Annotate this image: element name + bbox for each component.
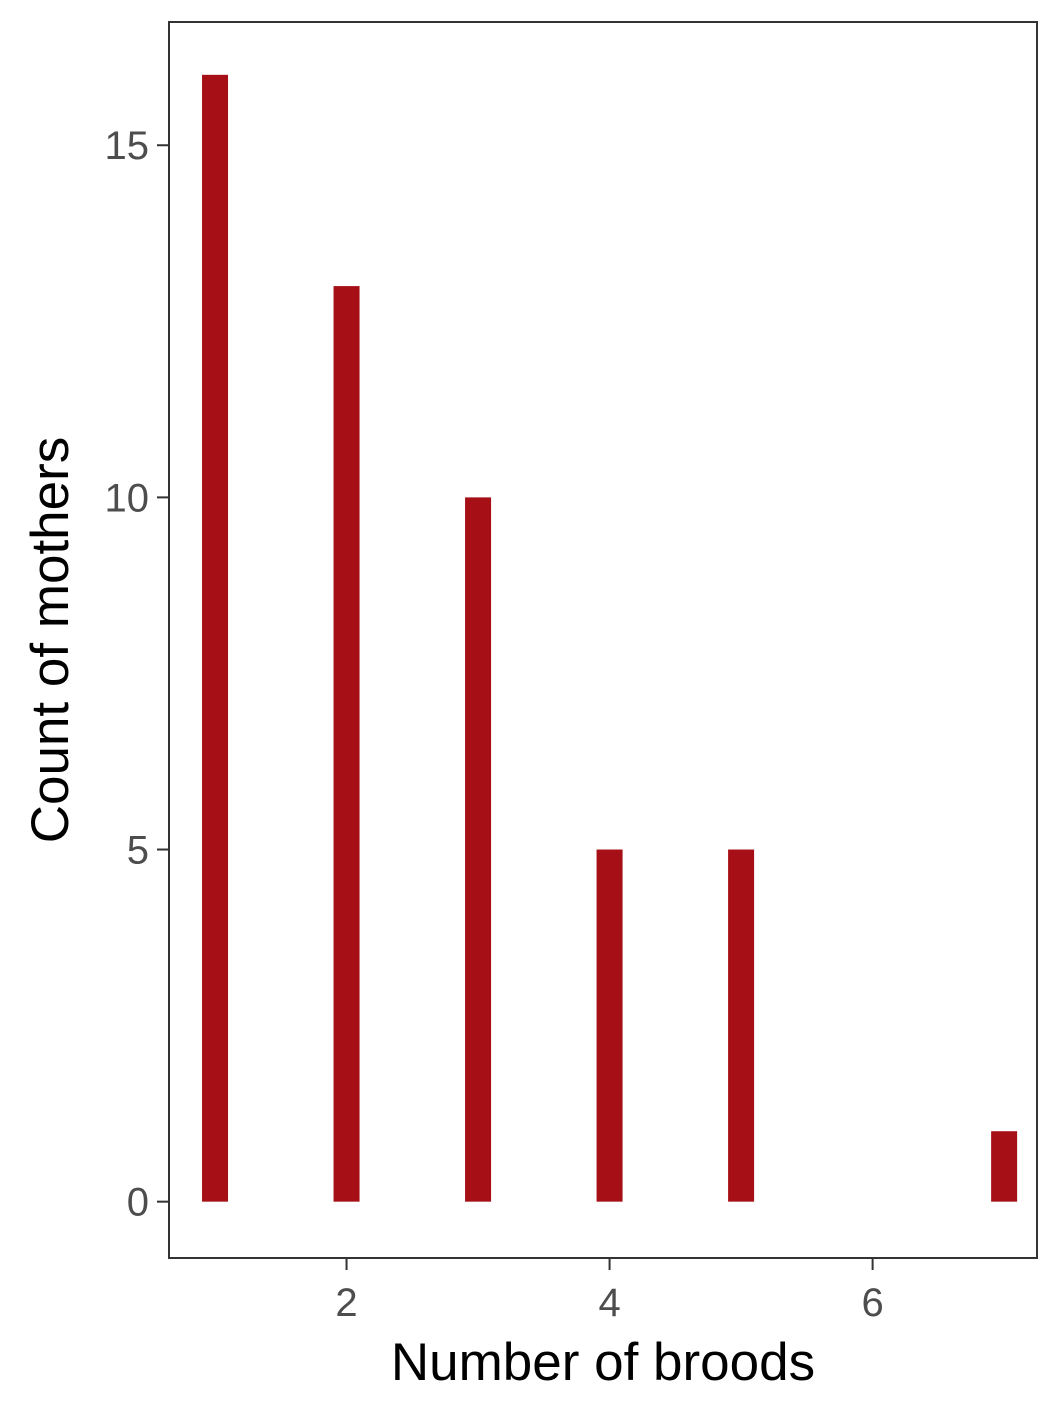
x-tick-label: 2 xyxy=(335,1281,357,1325)
bar-broods-1 xyxy=(202,74,229,1202)
y-axis-ticks: 0 5 10 15 xyxy=(105,124,169,1225)
bar-broods-5 xyxy=(728,849,755,1202)
y-tick-label: 0 xyxy=(127,1181,149,1225)
bar-broods-3 xyxy=(465,497,492,1202)
y-axis-title: Count of mothers xyxy=(21,437,80,844)
x-tick-label: 4 xyxy=(598,1281,620,1325)
bar-broods-7 xyxy=(991,1131,1018,1202)
x-axis-title: Number of broods xyxy=(391,1333,815,1392)
plot-panel-border xyxy=(168,21,1038,1259)
y-tick-label: 10 xyxy=(105,476,150,520)
x-axis-ticks: 2 4 6 xyxy=(335,1258,884,1325)
bar-broods-2 xyxy=(333,286,360,1202)
bar-broods-4 xyxy=(596,849,623,1202)
bars-group xyxy=(202,74,1018,1202)
y-tick-label: 15 xyxy=(105,124,150,168)
x-tick-label: 6 xyxy=(861,1281,883,1325)
y-tick-label: 5 xyxy=(127,829,149,873)
